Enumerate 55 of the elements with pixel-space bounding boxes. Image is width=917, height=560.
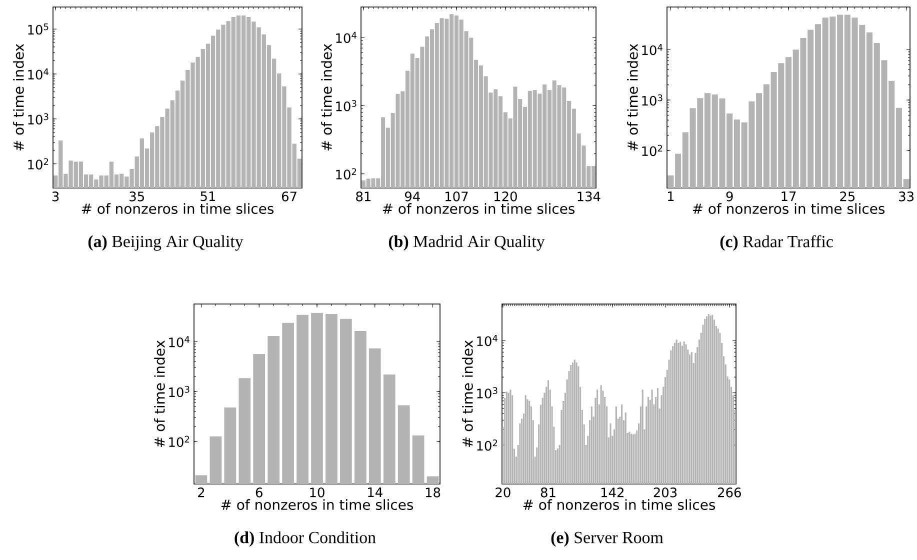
y-tick-label: 10$^{3}$: [477, 387, 498, 398]
x-tick-label: 120: [494, 192, 517, 202]
x-axis-title: # of nonzeros in time slices: [523, 499, 716, 510]
y-tick-label: 10$^{4}$: [28, 68, 48, 80]
y-tick-label: 10$^{3}$: [169, 386, 190, 398]
text: (d) Indoor Condition: [234, 531, 376, 547]
x-tick-label: 67: [282, 192, 296, 202]
y-tick-label: 10$^{4}$: [336, 32, 356, 44]
x-tick-label: 142: [601, 488, 624, 498]
y-tick-label: 10$^{2}$: [336, 168, 356, 180]
x-axis-title: # of nonzeros in time slices: [221, 499, 414, 510]
x-tick-label: 94: [404, 192, 420, 202]
x-tick-label: 134: [578, 192, 600, 202]
y-tick-label: 10$^{3}$: [28, 113, 48, 125]
x-tick-label: 81: [356, 192, 370, 202]
x-tick-label: 18: [426, 488, 440, 498]
text: (a) Beijing Air Quality: [88, 235, 244, 251]
x-tick-label: 9: [726, 192, 733, 202]
x-axis-title: # of nonzeros in time slices: [692, 203, 885, 214]
x-tick-label: 33: [899, 192, 914, 202]
x-tick-label: 35: [130, 192, 144, 202]
y-axis-title: # of time index: [321, 44, 332, 150]
y-tick-label: 10$^{4}$: [477, 334, 498, 346]
x-tick-label: 81: [540, 488, 556, 498]
y-tick-label: 10$^{2}$: [642, 144, 662, 156]
text: (e) Server Room: [551, 531, 664, 547]
x-axis-title: # of nonzeros in time slices: [382, 203, 575, 214]
y-tick-label: 10$^{3}$: [642, 94, 662, 106]
x-tick-label: 107: [446, 192, 468, 202]
x-tick-label: 25: [840, 192, 855, 202]
y-tick-label: 10$^{2}$: [169, 436, 190, 448]
y-axis-title: # of time index: [13, 44, 24, 150]
text: (b) Madrid Air Quality: [388, 235, 545, 251]
y-tick-label: 10$^{4}$: [169, 336, 190, 348]
x-tick-label: 3: [52, 192, 59, 202]
x-tick-label: 203: [654, 488, 677, 498]
y-axis-title: # of time index: [462, 340, 473, 447]
y-tick-label: 10$^{4}$: [642, 44, 662, 56]
y-tick-label: 10$^{2}$: [28, 158, 48, 170]
x-tick-label: 266: [718, 488, 741, 498]
x-tick-label: 10: [310, 488, 324, 498]
y-axis-title: # of time index: [154, 340, 165, 447]
y-tick-label: 10$^{5}$: [28, 23, 48, 35]
x-tick-label: 2: [198, 488, 204, 498]
x-tick-label: 20: [496, 488, 510, 498]
x-tick-label: 1: [668, 192, 674, 201]
y-axis-title: # of time index: [627, 44, 638, 150]
y-tick-label: 10$^{2}$: [477, 439, 498, 451]
x-tick-label: 6: [256, 488, 262, 498]
x-tick-label: 51: [200, 192, 216, 202]
y-tick-label: 10$^{3}$: [336, 100, 356, 112]
x-tick-label: 17: [782, 192, 796, 201]
text: (c) Radar Traffic: [720, 235, 833, 251]
x-axis-title: # of nonzeros in time slices: [82, 203, 274, 214]
x-tick-label: 14: [368, 488, 382, 497]
